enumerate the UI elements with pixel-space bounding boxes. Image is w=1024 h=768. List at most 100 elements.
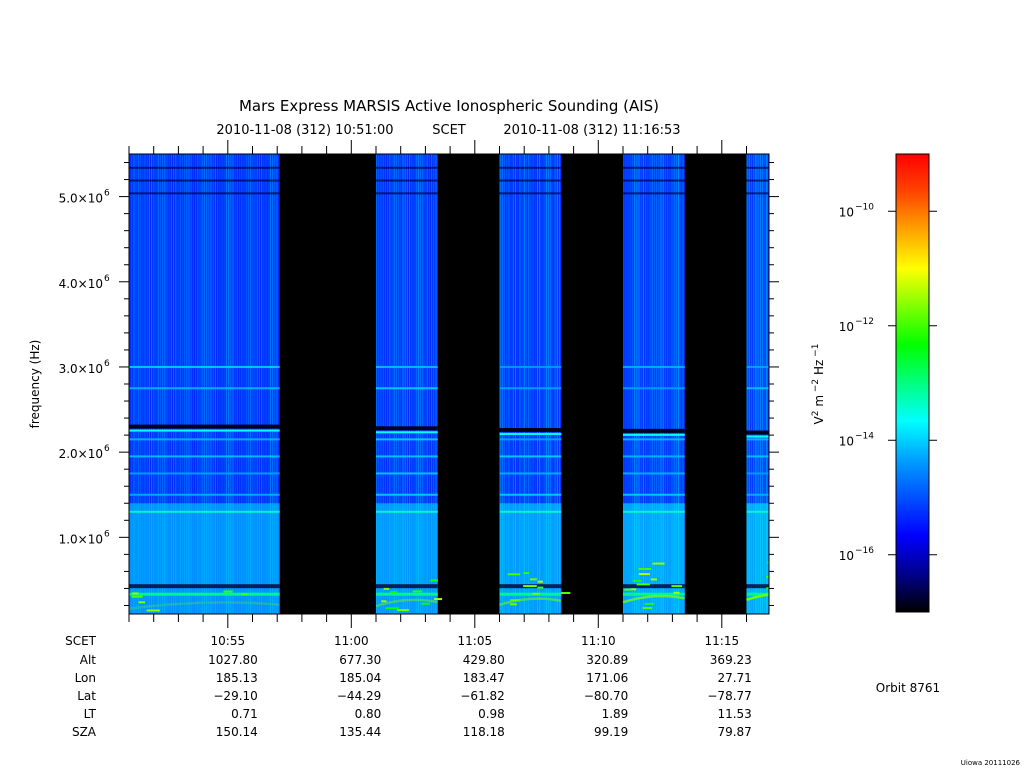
sweep-streak bbox=[499, 154, 501, 614]
y-tick-exponent: 6 bbox=[104, 444, 110, 454]
sweep-streak bbox=[759, 154, 761, 614]
ephemeris-table: SCET Alt Lon Lat LT SZA 10:55 1027.80 185.13 −29.… bbox=[65, 634, 752, 739]
time-range-scet-label: SCET bbox=[432, 123, 466, 138]
sweep-streak bbox=[638, 154, 640, 614]
plasma-cutoff-line bbox=[129, 424, 280, 429]
harmonic-band bbox=[499, 438, 562, 441]
plasma-cutoff-line bbox=[376, 426, 438, 431]
sweep-streak bbox=[247, 154, 249, 614]
sweep-streak bbox=[206, 154, 208, 614]
top-dark-line bbox=[129, 166, 280, 169]
y-tick-exponent: 6 bbox=[104, 359, 110, 369]
sweep-streak bbox=[135, 154, 137, 614]
surface-echo-band bbox=[376, 592, 438, 596]
low-dark-band bbox=[376, 584, 438, 589]
sweep-streak bbox=[420, 154, 422, 614]
sweep-streak bbox=[804, 154, 805, 614]
sweep-streak bbox=[532, 154, 534, 614]
top-dark-line bbox=[376, 192, 438, 195]
sweep-streak bbox=[406, 154, 408, 614]
sweep-streak bbox=[795, 154, 796, 614]
y-tick-label: 4.0×10 bbox=[59, 277, 103, 291]
plasma-cutoff-line bbox=[746, 430, 769, 435]
colorbar-label-part: Hz bbox=[812, 360, 826, 379]
harmonic-band bbox=[376, 493, 438, 496]
sweep-streak bbox=[181, 154, 183, 614]
top-dark-line bbox=[746, 166, 769, 169]
sweep-streak bbox=[254, 154, 256, 614]
sweep-streak bbox=[528, 154, 530, 614]
low-frequency-band bbox=[376, 503, 438, 614]
harmonic-band bbox=[376, 438, 438, 441]
sweep-streak bbox=[885, 154, 886, 614]
sweep-streak bbox=[802, 154, 803, 614]
harmonic-band bbox=[499, 493, 562, 496]
sweep-streak bbox=[243, 154, 245, 614]
sweep-streak bbox=[190, 154, 192, 614]
harmonic-band bbox=[623, 493, 685, 496]
sweep-streak bbox=[545, 154, 547, 614]
sweep-streak bbox=[514, 154, 517, 614]
echo-trace bbox=[537, 586, 544, 589]
sweep-streak bbox=[267, 154, 269, 614]
sweep-streak bbox=[170, 154, 172, 614]
sweep-streak bbox=[645, 154, 647, 614]
ephemeris-cell: −44.29 bbox=[337, 689, 381, 703]
echo-trace bbox=[523, 585, 537, 588]
spectrogram bbox=[129, 154, 886, 614]
echo-trace bbox=[796, 556, 806, 558]
sweep-streak bbox=[675, 154, 677, 614]
echo-trace bbox=[434, 598, 443, 601]
echo-trace bbox=[510, 603, 517, 606]
ephemeris-cell: 150.14 bbox=[216, 725, 258, 739]
ephemeris-row-label: SZA bbox=[72, 725, 97, 739]
sweep-streak bbox=[658, 154, 660, 614]
sweep-streak bbox=[192, 154, 194, 614]
ephemeris-cell: 171.06 bbox=[586, 671, 628, 685]
top-dark-line bbox=[376, 166, 438, 169]
colorbar-label-part: m bbox=[812, 395, 826, 411]
ground-echo-curve bbox=[499, 597, 562, 607]
echo-trace bbox=[768, 601, 769, 604]
low-dark-band bbox=[129, 584, 280, 589]
top-dark-line bbox=[623, 166, 685, 169]
sweep-streak bbox=[750, 154, 753, 614]
echo-trace bbox=[630, 588, 637, 591]
harmonic-band bbox=[129, 387, 280, 390]
sweep-streak bbox=[503, 154, 506, 614]
sweep-streak bbox=[144, 154, 146, 614]
echo-trace bbox=[766, 587, 769, 590]
echo-trace bbox=[766, 575, 769, 578]
sweep-streak bbox=[682, 154, 684, 614]
plasma-line-echo bbox=[746, 435, 769, 438]
top-dark-line bbox=[623, 192, 685, 195]
echo-trace bbox=[783, 568, 795, 570]
sweep-streak bbox=[766, 154, 768, 614]
sweep-streak bbox=[256, 154, 258, 614]
echo-trace bbox=[138, 601, 145, 604]
sweep-streak bbox=[536, 154, 539, 614]
sweep-streak bbox=[269, 154, 271, 614]
sweep-streak bbox=[186, 154, 188, 614]
sweep-streak bbox=[435, 154, 437, 614]
ephemeris-cell: 185.13 bbox=[216, 671, 258, 685]
ephemeris-row-label: Lat bbox=[77, 689, 96, 703]
sweep-streak bbox=[210, 154, 212, 614]
colorbar-label-part: V bbox=[812, 415, 826, 424]
sweep-streak bbox=[649, 154, 651, 614]
harmonic-band bbox=[376, 365, 438, 368]
echo-trace bbox=[397, 609, 409, 612]
sweep-streak bbox=[521, 154, 523, 614]
harmonic-band bbox=[376, 455, 438, 458]
sweep-streak bbox=[184, 154, 186, 614]
sweep-streak bbox=[393, 154, 395, 614]
sweep-streak bbox=[404, 154, 406, 614]
sweep-streak bbox=[146, 154, 148, 614]
chart-title: Mars Express MARSIS Active Ionospheric S… bbox=[239, 97, 659, 115]
sweep-streak bbox=[221, 154, 223, 614]
time-range-start: 2010-11-08 (312) 10:51:00 bbox=[216, 123, 393, 138]
echo-trace bbox=[223, 590, 233, 593]
sweep-streak bbox=[510, 154, 512, 614]
harmonic-band bbox=[129, 493, 280, 496]
harmonic-band bbox=[746, 387, 769, 390]
